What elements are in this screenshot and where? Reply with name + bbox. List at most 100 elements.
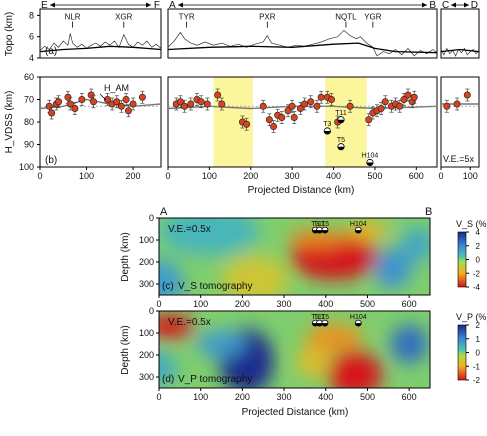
panel-b-tag: (b)	[45, 155, 57, 166]
tomo-ytick-label: 200	[139, 350, 154, 360]
beachball-quadrant	[337, 146, 345, 150]
beachball-quadrant	[355, 323, 362, 327]
hvdss-point	[290, 114, 298, 122]
hvdss-point	[87, 91, 95, 99]
panel-a-ab-frame	[167, 8, 438, 59]
hvdss-point	[377, 105, 385, 113]
hv-ytick-label: 90	[24, 140, 34, 150]
event-label: T11	[335, 110, 347, 117]
hvdss-point	[48, 109, 56, 117]
tomo-ytick-label: 300	[139, 279, 154, 289]
colorbar-tick-label: -2	[473, 269, 481, 278]
panel-c-end-b: B	[425, 206, 432, 218]
hvdss-point	[218, 100, 226, 108]
topo-ytick-label: 8	[29, 10, 34, 20]
topo-smooth-line	[440, 48, 480, 53]
hv-xtick-label: 100	[79, 171, 94, 181]
tomo-ytick-label: 0	[149, 213, 154, 223]
hvdss-point	[307, 98, 315, 106]
hvdss-point	[410, 93, 418, 101]
hvdss-point	[301, 100, 309, 108]
velocity-anomaly	[296, 346, 330, 377]
velocity-anomaly	[159, 259, 185, 295]
hv-ytick-label: 100	[19, 162, 34, 172]
hvdss-point	[453, 100, 461, 108]
profile-arrowhead	[50, 2, 55, 8]
hvdss-point	[400, 96, 408, 104]
hvdss-point	[45, 102, 53, 110]
velocity-anomaly	[304, 324, 364, 351]
velocity-anomaly	[373, 248, 412, 289]
beachball-quadrant	[324, 131, 331, 135]
tomo-xtick-label: 500	[360, 392, 375, 402]
beachball-quadrant	[316, 230, 323, 234]
hvdss-point	[129, 100, 137, 108]
velocity-anomaly	[290, 235, 378, 280]
hv-xtick-label: 300	[285, 171, 300, 181]
hvdss-point	[181, 102, 189, 110]
topo-feature-label: TYR	[179, 13, 195, 22]
panel-b-ab-frame	[167, 76, 438, 168]
panel-b-ylabel: H_VDSS (km)	[4, 91, 15, 154]
hv-xtick-label: 0	[37, 171, 42, 181]
hvdss-point	[313, 102, 321, 110]
tomo-xtick-label: 400	[318, 392, 333, 402]
beachball-quadrant	[321, 323, 328, 327]
panel-c-subtitle: V_S tomography	[178, 281, 253, 292]
profile-end-label: D	[471, 0, 478, 11]
hvdss-point	[365, 116, 373, 124]
panel-c-ve: V.E.=0.5x	[168, 224, 211, 235]
tomo-xtick-label: 600	[402, 299, 417, 309]
hv-xtick-label: 200	[126, 171, 141, 181]
tomo-xtick-label: 300	[277, 299, 292, 309]
beachball-quadrant	[355, 230, 362, 234]
colorbar-tick-label: 0	[476, 256, 481, 265]
tomo-xtick-label: 0	[156, 299, 161, 309]
hvdss-point	[203, 100, 211, 108]
tomo-xtick-label: 300	[277, 392, 292, 402]
panel-c-tag: (c)	[162, 281, 174, 292]
tomo-xtick-label: 600	[402, 392, 417, 402]
hvdss-point	[71, 105, 79, 113]
profile-arrowhead	[422, 2, 427, 8]
hvdss-point	[296, 105, 304, 113]
colorbar	[457, 231, 467, 288]
colorbar-tick-label: -2	[473, 376, 481, 385]
event-label: H104	[362, 153, 379, 160]
hvdss-point	[317, 93, 325, 101]
hvdss-point	[327, 96, 335, 104]
profile-end-label: C	[442, 0, 449, 11]
panel-d-tag: (d)	[162, 374, 174, 385]
topo-smooth-line	[39, 45, 162, 53]
panel-d-ve: V.E.=0.5x	[168, 317, 211, 328]
tomo-ytick-label: 0	[149, 306, 154, 316]
beachball-quadrant	[337, 119, 345, 123]
hvdss-point	[396, 102, 404, 110]
tomo-ytick-label: 300	[139, 372, 154, 382]
event-label: T11	[314, 221, 326, 228]
colorbar	[457, 324, 467, 381]
panel-a-ylabel: Topo (km)	[4, 12, 15, 56]
velocity-anomaly	[346, 222, 389, 240]
hv-ytick-label: 70	[24, 95, 34, 105]
hvdss-point	[381, 98, 389, 106]
event-label: T3	[311, 221, 319, 228]
panel-d-subtitle: V_P tomography	[178, 374, 252, 385]
tomo-xtick-label: 100	[193, 299, 208, 309]
ham-pointer	[99, 93, 107, 101]
panel-b-cd-frame	[440, 76, 480, 168]
hv-xtick-label: 100	[463, 171, 478, 181]
panel-a-tag: (a)	[45, 46, 57, 57]
hvdss-point	[124, 107, 132, 115]
hvdss-point	[66, 100, 74, 108]
ham-label: H_AM	[104, 83, 129, 93]
topo-feature-label: YGR	[364, 13, 382, 22]
topo-feature-label: XGR	[115, 13, 133, 22]
hvdss-point	[278, 114, 286, 122]
hv-ytick-label: 80	[24, 117, 34, 127]
colorbar-tick-label: 2	[476, 321, 481, 330]
topo-rough-line	[440, 47, 480, 57]
